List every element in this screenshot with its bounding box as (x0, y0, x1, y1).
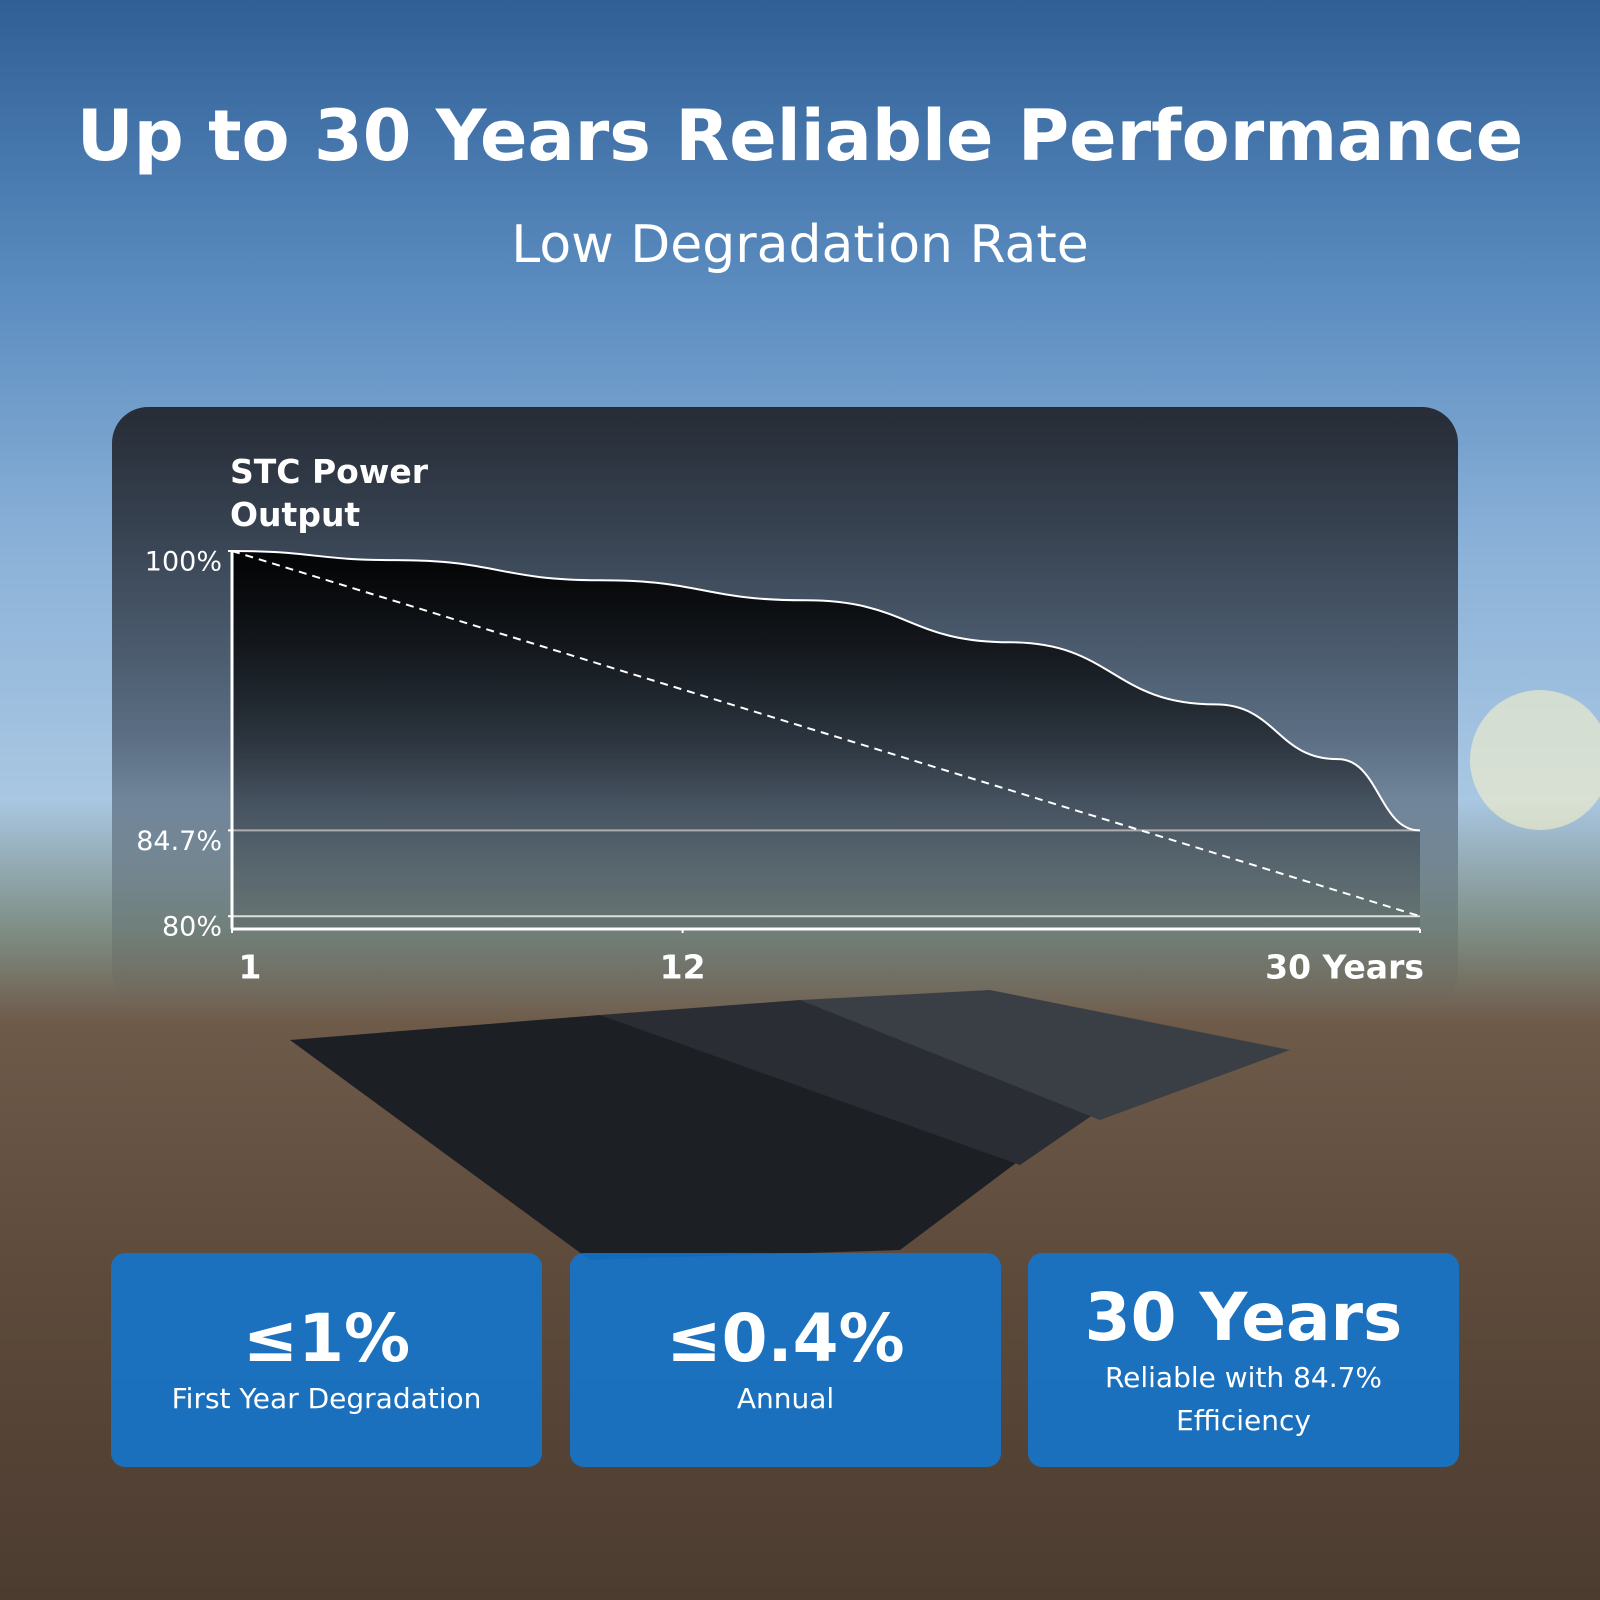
stat-value: ≤0.4% (666, 1300, 905, 1377)
line (231, 550, 1421, 832)
y-tick-label: 84.7% (136, 826, 222, 857)
stat-card: 30 Years Reliable with 84.7% Efficiency (1028, 1253, 1459, 1467)
subtitle: Low Degradation Rate (511, 215, 1089, 275)
stat-label: First Year Degradation (171, 1382, 482, 1415)
solar-panel (290, 1015, 1020, 1260)
dashed-line (231, 550, 1421, 918)
solar-panel (600, 1000, 1100, 1165)
y-axis-label: STC Power Output (230, 452, 428, 534)
x-tick-label: 1 (239, 948, 262, 987)
stat-label: Annual (736, 1382, 835, 1415)
y-tick-label: 100% (145, 547, 222, 578)
title: Up to 30 Years Reliable Performance (76, 95, 1524, 177)
sun (1470, 690, 1600, 830)
stat-value: ≤1% (242, 1300, 411, 1377)
stat-card: ≤1% First Year Degradation (111, 1253, 542, 1467)
area-fill (232, 551, 1420, 929)
stat-value: 30 Years (1084, 1278, 1403, 1356)
x-tick-label: 30 Years (1265, 948, 1424, 987)
chart: 100% 84.7% 80% 1 12 30 Years (136, 547, 1424, 987)
solar-panel (800, 990, 1290, 1120)
y-tick-label: 80% (162, 912, 222, 943)
stat-label: Reliable with 84.7% Efficiency (1104, 1360, 1383, 1437)
x-tick-label: 12 (660, 948, 706, 987)
stat-card: ≤0.4% Annual (570, 1253, 1001, 1467)
